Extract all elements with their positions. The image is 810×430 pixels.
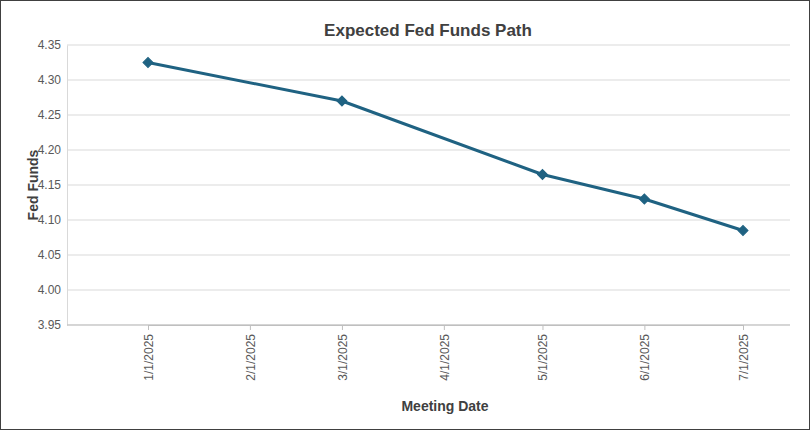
grid-line: [67, 115, 790, 116]
chart-title: Expected Fed Funds Path: [324, 21, 532, 40]
data-point: [738, 225, 748, 235]
x-tick-label: 7/1/2025: [737, 334, 751, 381]
y-tick: 4.05: [38, 248, 67, 262]
x-axis-title: Meeting Date: [401, 398, 488, 414]
x-tick: 7/1/2025: [737, 325, 751, 381]
x-tick-label: 1/1/2025: [142, 334, 156, 381]
chart: 3.95 4.00 4.05 4.10 4.15 4.20 4.25 4.30 4.35 1/1/…: [0, 0, 810, 430]
x-tick-mark: [148, 325, 149, 330]
x-tick-mark: [542, 325, 543, 330]
x-tick-label: 6/1/2025: [638, 334, 652, 381]
y-tick-label: 4.35: [38, 38, 62, 52]
grid-line: [67, 325, 790, 326]
data-line: [148, 63, 743, 231]
grid-line: [67, 220, 790, 221]
y-axis-title: Fed Funds: [25, 149, 41, 220]
y-axis: 3.95 4.00 4.05 4.10 4.15 4.20 4.25 4.30 4.35: [38, 38, 68, 332]
grid: [67, 45, 790, 325]
y-tick: 4.30: [38, 73, 67, 87]
x-tick-label: 5/1/2025: [536, 334, 550, 381]
y-tick-label: 4.10: [38, 213, 62, 227]
x-tick-label: 4/1/2025: [438, 334, 452, 381]
data-point: [537, 169, 547, 179]
y-tick: 4.10: [38, 213, 67, 227]
y-tick-label: 4.00: [38, 283, 62, 297]
y-tick: 4.20: [38, 143, 67, 157]
y-axis-line: [67, 46, 68, 326]
y-tick: 4.15: [38, 178, 67, 192]
grid-line: [67, 150, 790, 151]
x-tick: 1/1/2025: [142, 325, 156, 381]
x-tick-label: 2/1/2025: [244, 334, 258, 381]
grid-line: [67, 45, 790, 46]
data-point: [337, 96, 347, 106]
grid-line: [67, 185, 790, 186]
grid-line: [67, 255, 790, 256]
grid-line: [67, 290, 790, 291]
x-tick-mark: [342, 325, 343, 330]
data-point: [143, 57, 153, 67]
x-tick-mark: [250, 325, 251, 330]
y-tick: 3.95: [38, 318, 67, 332]
x-axis: 1/1/2025 2/1/2025 3/1/2025 4/1/2025 5/1/2025…: [142, 325, 751, 381]
y-tick-label: 4.15: [38, 178, 62, 192]
x-tick: 3/1/2025: [336, 325, 350, 381]
y-tick-label: 4.30: [38, 73, 62, 87]
x-tick-label: 3/1/2025: [336, 334, 350, 381]
y-tick: 4.35: [38, 38, 67, 52]
x-tick-mark: [743, 325, 744, 330]
data-point: [639, 194, 649, 204]
y-tick-label: 4.25: [38, 108, 62, 122]
plot-baseline: [67, 325, 790, 326]
y-tick: 4.00: [38, 283, 67, 297]
y-tick-label: 3.95: [38, 318, 62, 332]
x-tick: 6/1/2025: [638, 325, 652, 381]
y-tick-label: 4.20: [38, 143, 62, 157]
plot-data: [143, 57, 748, 235]
x-tick: 5/1/2025: [536, 325, 550, 381]
grid-line: [67, 80, 790, 81]
x-tick: 2/1/2025: [244, 325, 258, 381]
x-tick: 4/1/2025: [438, 325, 452, 381]
y-tick: 4.25: [38, 108, 67, 122]
y-tick-label: 4.05: [38, 248, 62, 262]
chart-border: [1, 1, 810, 430]
x-tick-mark: [644, 325, 645, 330]
x-tick-mark: [444, 325, 445, 330]
